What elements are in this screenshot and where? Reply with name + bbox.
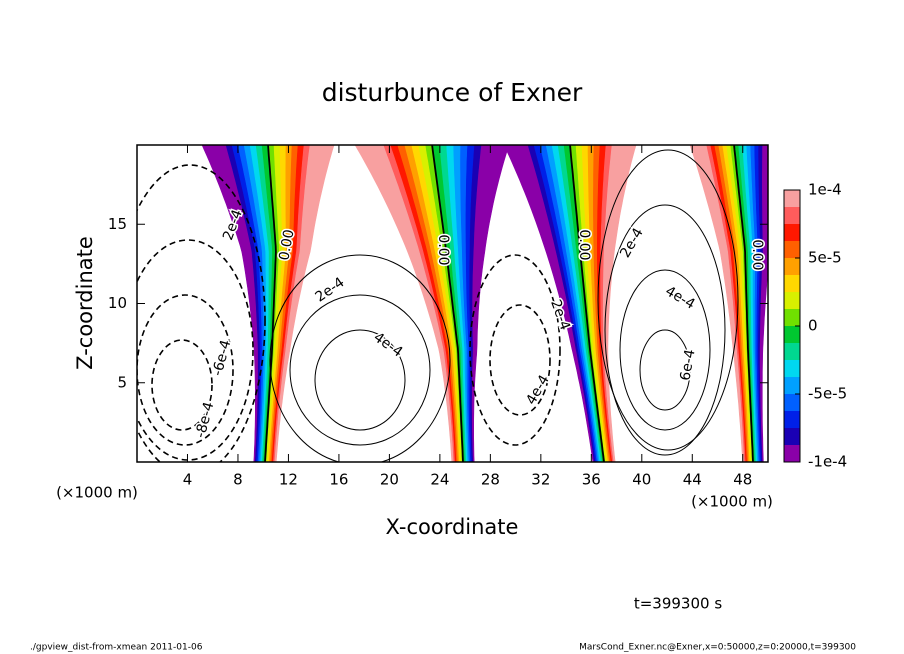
- contour-label: 0.00: [576, 229, 592, 260]
- colorbar-band: [784, 394, 800, 411]
- colorbar-band: [784, 190, 800, 207]
- x-tick-label: 40: [632, 471, 651, 489]
- colorbar-band: [784, 207, 800, 224]
- contour-band: [274, 145, 335, 462]
- chart-title: disturbunce of Exner: [322, 78, 583, 107]
- x-tick-label: 4: [183, 471, 193, 489]
- x-tick-label: 12: [279, 471, 298, 489]
- zero-contour: [264, 145, 277, 462]
- colorbar-band: [784, 258, 800, 275]
- footer-right: MarsCond_Exner.nc@Exner,x=0:50000,z=0:20…: [579, 643, 856, 653]
- colorbar-band: [784, 360, 800, 377]
- x-tick-label: 36: [582, 471, 601, 489]
- x-axis-label: X-coordinate: [386, 515, 519, 539]
- footer-left: ./gpview_dist-from-xmean 2011-01-06: [30, 643, 203, 653]
- zero-contour: [733, 145, 754, 462]
- y-axis-label: Z-coordinate: [73, 236, 97, 370]
- x-unit-label: (×1000 m): [691, 493, 773, 511]
- contour-line: [619, 269, 711, 431]
- time-label: t=399300 s: [634, 595, 722, 613]
- colorbar-band: [784, 275, 800, 292]
- contour-line: [137, 294, 234, 446]
- x-tick-label: 8: [233, 471, 243, 489]
- contour-line: [489, 304, 551, 416]
- colorbar-tick-label: -5e-5: [808, 385, 847, 403]
- colorbar-band: [784, 428, 800, 445]
- contour-line: [639, 329, 691, 411]
- colorbar-band: [784, 292, 800, 309]
- y-tick-label: 5: [117, 373, 127, 391]
- contour-band: [689, 145, 745, 462]
- x-tick-label: 44: [683, 471, 702, 489]
- contour-line: [289, 294, 431, 446]
- zero-contour: [431, 145, 464, 462]
- contour-label: 0.00: [749, 239, 765, 270]
- contour-line: [137, 239, 254, 461]
- zero-contour: [569, 145, 605, 462]
- x-tick-label: 32: [531, 471, 550, 489]
- contour-band: [354, 145, 454, 462]
- x-tick-label: 20: [380, 471, 399, 489]
- contour-line: [314, 329, 406, 431]
- colorbar-tick-label: 1e-4: [808, 181, 842, 199]
- contour-line: [151, 339, 213, 431]
- colorbar-tick-label: 0: [808, 317, 818, 335]
- contour-label: 0.00: [435, 234, 451, 265]
- x-tick-label: 16: [329, 471, 348, 489]
- x-tick-label: 24: [430, 471, 449, 489]
- contour-line: [604, 204, 726, 456]
- x-unit-label: (×1000 m): [56, 484, 138, 502]
- x-tick-label: 48: [733, 471, 752, 489]
- colorbar-tick-label: -1e-4: [808, 453, 847, 471]
- colorbar-band: [784, 224, 800, 241]
- colorbar-band: [784, 445, 800, 462]
- y-tick-label: 15: [108, 215, 127, 233]
- colorbar: 1e-4 5e-5 0 -5e-5 -1e-4: [783, 181, 847, 471]
- contour-fill: [201, 145, 768, 462]
- colorbar-band: [784, 411, 800, 428]
- contour-band: [602, 145, 637, 462]
- contour-lines: [137, 149, 739, 462]
- contour-line: [269, 254, 451, 462]
- contour-line: [137, 164, 266, 462]
- x-tick-label: 28: [481, 471, 500, 489]
- colorbar-band: [784, 326, 800, 343]
- colorbar-band: [784, 343, 800, 360]
- contour-line: [469, 254, 561, 446]
- colorbar-band: [784, 241, 800, 258]
- colorbar-tick-label: 5e-5: [808, 249, 842, 267]
- y-tick-label: 10: [108, 294, 127, 312]
- colorbar-band: [784, 309, 800, 326]
- contour-line: [597, 149, 739, 451]
- colorbar-band: [784, 377, 800, 394]
